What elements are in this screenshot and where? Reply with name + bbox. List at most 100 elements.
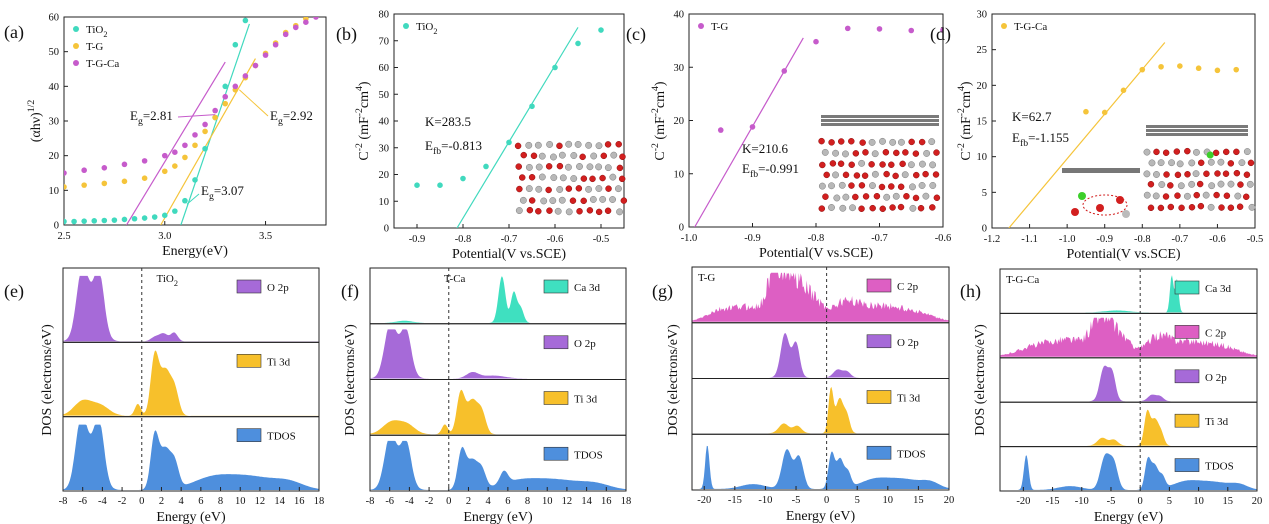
legend-label: C 2p [1205, 327, 1227, 339]
x-tick-label: 3.0 [158, 231, 171, 242]
dos-curve-ti-3d [63, 350, 319, 416]
oxygen-atom [879, 161, 886, 168]
x-tick-label: -0.9 [409, 234, 426, 245]
x-tick-label: 20 [1252, 496, 1263, 507]
x-tick-label: 2 [159, 496, 164, 507]
titanium-atom [1188, 180, 1196, 188]
titanium-atom [585, 185, 593, 193]
oxygen-atom [1243, 171, 1251, 178]
graphene-layer [1146, 129, 1248, 132]
oxygen-atom [893, 149, 900, 157]
data-point [1120, 87, 1127, 94]
x-tick-label: -15 [728, 495, 742, 506]
data-point [81, 182, 87, 188]
titanium-atom [525, 185, 533, 193]
y-tick-label: 60 [379, 63, 390, 74]
y-axis-label: DOS (electrons/eV) [666, 324, 681, 436]
legend-marker [1001, 23, 1007, 29]
track-frame [691, 322, 950, 379]
oxygen-atom [918, 138, 926, 146]
track-frame [691, 433, 950, 491]
panel-c: (c) -1.0 -0.9 -0.8 -0.7 -0.6 0 10 20 30 40 T-G Poten… [626, 10, 951, 262]
y-tick-label: 80 [379, 10, 390, 21]
legend-swatch [236, 354, 262, 368]
x-tick-label: 0 [139, 496, 144, 507]
y-tick-label: 20 [379, 170, 390, 181]
x-tick-label: -5 [1107, 496, 1116, 507]
data-point [908, 27, 915, 34]
oxygen-atom [861, 172, 869, 179]
titanium-atom [1217, 180, 1225, 188]
legend-label: TDOS [574, 449, 603, 461]
titanium-atom [1177, 182, 1185, 190]
fit-line [125, 61, 226, 225]
x-tick-label: -1.1 [1021, 234, 1038, 245]
legend-label: O 2p [574, 338, 596, 350]
data-point [64, 184, 67, 190]
data-point [222, 100, 229, 107]
x-tick-label: 15 [1223, 496, 1234, 507]
x-tick-label: 10 [883, 495, 894, 506]
data-point [1101, 109, 1108, 116]
data-point [182, 197, 188, 204]
oxygen-atom [619, 153, 626, 161]
x-tick-label: 10 [1193, 496, 1204, 507]
legend-swatch [543, 279, 569, 294]
oxygen-atom [1188, 204, 1196, 211]
oxygen-atom [556, 142, 563, 150]
oxygen-atom [897, 183, 905, 191]
oxygen-atom [1162, 193, 1170, 200]
titanium-atom [1243, 148, 1251, 156]
titanium-atom [565, 208, 573, 216]
data-point [232, 83, 239, 90]
titanium-atom [1238, 159, 1246, 167]
oxygen-atom [859, 139, 866, 146]
titanium-atom [550, 174, 558, 182]
data-point [242, 17, 249, 24]
annotation-arrow [177, 114, 216, 118]
x-tick-label: -0.5 [1247, 234, 1264, 245]
x-tick-label: 15 [913, 495, 924, 506]
legend-label: O 2p [267, 282, 289, 294]
annotation-efb: Efb=-0.813 [425, 138, 482, 157]
track-frame [369, 434, 627, 492]
titanium-atom [1143, 191, 1151, 199]
x-tick-label: -0.6 [1209, 234, 1226, 245]
data-point [303, 19, 309, 26]
data-point [202, 145, 208, 152]
oxygen-atom [862, 149, 869, 156]
y-tick-label: 50 [379, 90, 390, 101]
x-tick-label: -0.8 [808, 233, 825, 244]
x-tick-label: -0.9 [744, 233, 761, 244]
oxygen-atom [545, 163, 553, 170]
titanium-atom [818, 182, 826, 190]
oxygen-atom [1197, 202, 1205, 210]
fit-line [456, 27, 579, 228]
data-point [1214, 67, 1221, 74]
y-axis-label: C-2 (mF-2cm4) [956, 81, 974, 161]
annotations-c: K=210.6 Efb=-0.991 [742, 141, 799, 180]
titanium-atom [918, 182, 926, 189]
data-point [437, 182, 443, 188]
titanium-atom [1248, 203, 1256, 211]
titanium-atom [892, 192, 900, 200]
y-tick-label: 20 [977, 81, 988, 92]
dos-curve-tdos [692, 445, 949, 489]
oxygen-atom [883, 170, 890, 178]
data-point [202, 128, 208, 135]
x-tick-label: -0.5 [593, 234, 610, 245]
data-point [141, 215, 148, 221]
data-point [1158, 63, 1164, 70]
titanium-atom [1207, 158, 1215, 166]
titanium-atom [585, 141, 593, 149]
oxygen-atom [589, 175, 596, 183]
panel-label: (f) [341, 281, 359, 302]
x-tick-label: -0.6 [935, 233, 952, 244]
x-tick-label: -1.0 [1059, 234, 1076, 245]
oxygen-atom [828, 139, 835, 146]
y-tick-label: 30 [379, 143, 390, 154]
x-tick-label: 16 [294, 496, 305, 507]
x-tick-label: -5 [792, 495, 801, 506]
titanium-atom [1217, 158, 1225, 166]
oxygen-atom [1203, 170, 1210, 178]
